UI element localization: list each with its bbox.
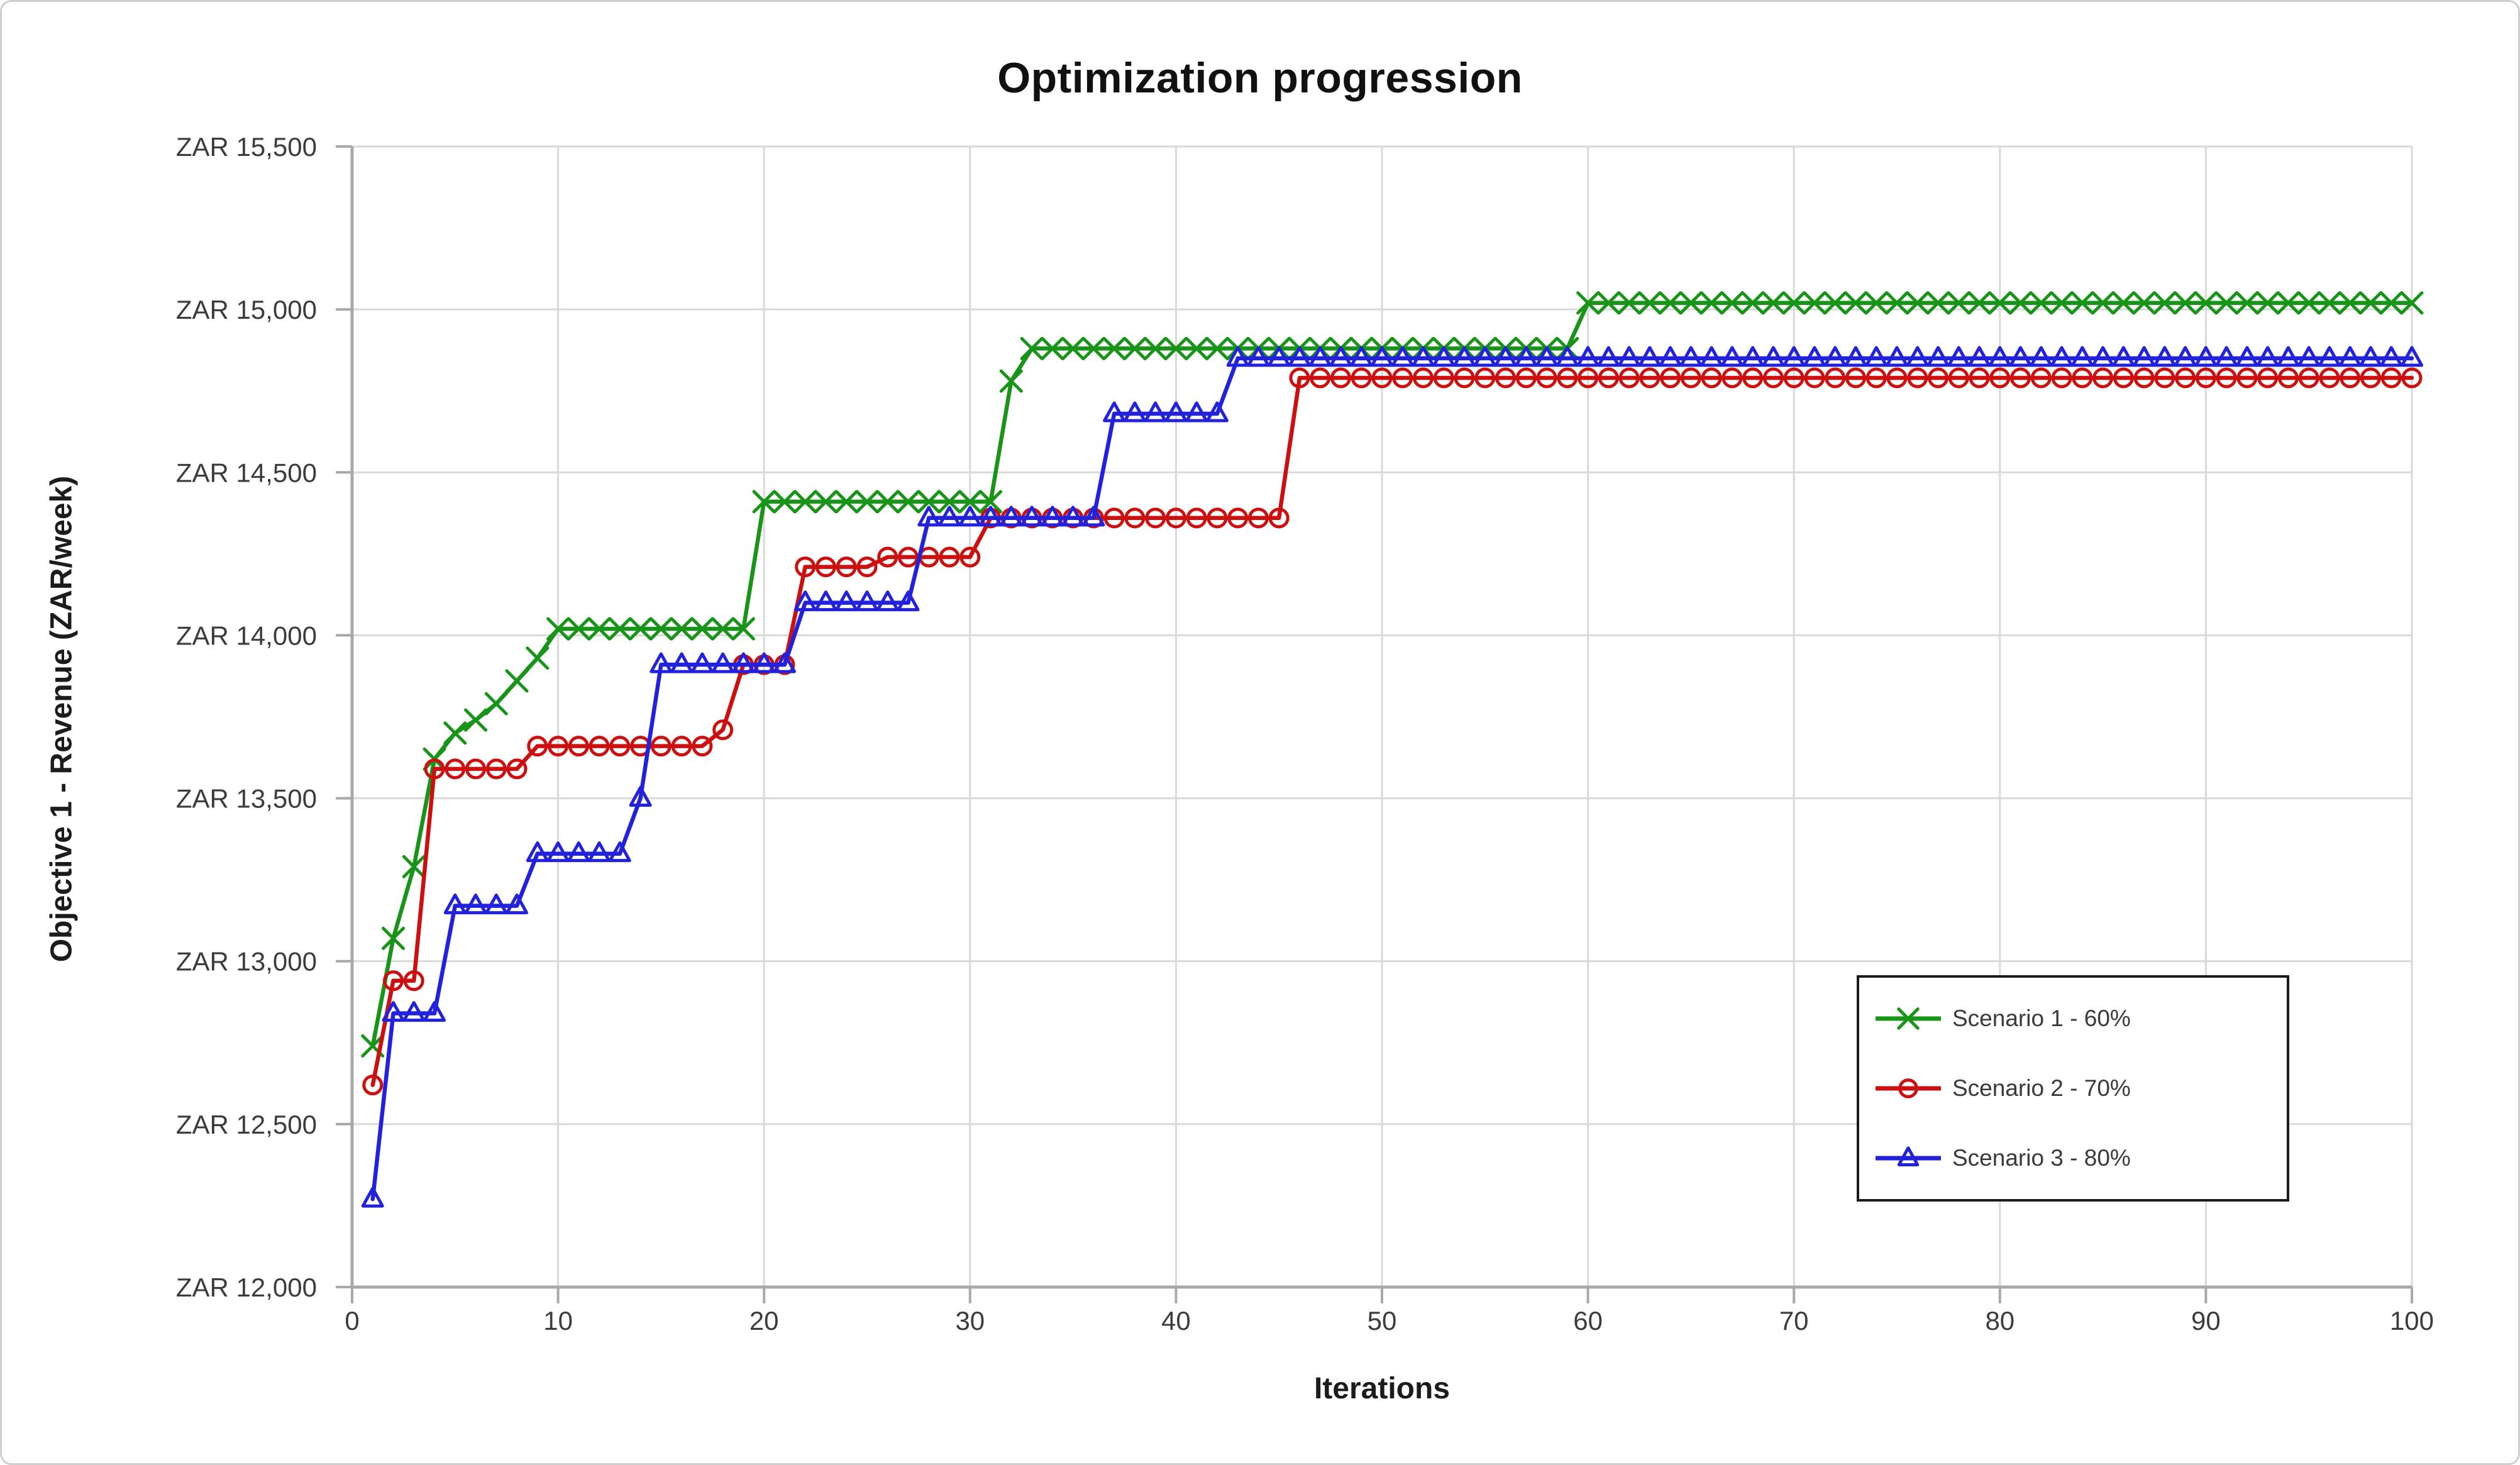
chart-legend: Scenario 1 - 60% Scenario 2 - 70% Scenar… xyxy=(1857,975,2289,1202)
x-tick-label: 40 xyxy=(1161,1306,1191,1335)
x-tick-label: 50 xyxy=(1368,1306,1397,1335)
y-tick-label: ZAR 12,500 xyxy=(176,1110,317,1139)
gridlines xyxy=(351,145,2413,1288)
axis-tick-labels: ZAR 12,000 ZAR 12,500 ZAR 13,000 ZAR 13,500… xyxy=(176,132,2434,1335)
x-tick-label: 30 xyxy=(955,1306,985,1335)
x-tick-label: 0 xyxy=(345,1306,359,1335)
legend-marker-x-icon xyxy=(1876,1007,1941,1031)
y-axis-title: Objective 1 - Revenue (ZAR/week) xyxy=(45,475,79,963)
x-tick-label: 20 xyxy=(749,1306,779,1335)
x-tick-label: 80 xyxy=(1985,1306,2014,1335)
legend-label: Scenario 3 - 80% xyxy=(1952,1144,2131,1171)
legend-item-scenario-2: Scenario 2 - 70% xyxy=(1873,1074,2287,1103)
x-axis-title: Iterations xyxy=(1313,1372,1451,1405)
y-tick-label: ZAR 12,000 xyxy=(176,1273,317,1302)
y-tick-label: ZAR 13,500 xyxy=(176,784,317,814)
chart-title: Optimization progression xyxy=(997,54,1523,102)
legend-item-scenario-3: Scenario 3 - 80% xyxy=(1873,1144,2287,1173)
y-tick-label: ZAR 15,000 xyxy=(176,295,317,324)
legend-marker-circle-icon xyxy=(1876,1078,1941,1098)
series-scenario-3-80- xyxy=(361,346,2423,1208)
x-tick-label: 70 xyxy=(1779,1306,1809,1335)
legend-label: Scenario 1 - 60% xyxy=(1952,1005,2131,1032)
y-tick-label: ZAR 14,000 xyxy=(176,621,317,650)
x-tick-label: 100 xyxy=(2390,1306,2434,1335)
x-tick-label: 10 xyxy=(543,1306,573,1335)
legend-marker-triangle-icon xyxy=(1876,1146,1941,1166)
series-scenario-2-70- xyxy=(362,367,2423,1096)
y-tick-label: ZAR 13,000 xyxy=(176,947,317,976)
legend-item-scenario-1: Scenario 1 - 60% xyxy=(1873,1004,2287,1033)
axes xyxy=(336,145,2413,1303)
y-tick-label: ZAR 14,500 xyxy=(176,458,317,487)
x-tick-label: 90 xyxy=(2191,1306,2221,1335)
series-scenario-1-60- xyxy=(361,291,2424,1058)
legend-label: Scenario 2 - 70% xyxy=(1952,1075,2131,1101)
y-tick-label: ZAR 15,500 xyxy=(176,132,317,162)
x-tick-label: 60 xyxy=(1573,1306,1603,1335)
